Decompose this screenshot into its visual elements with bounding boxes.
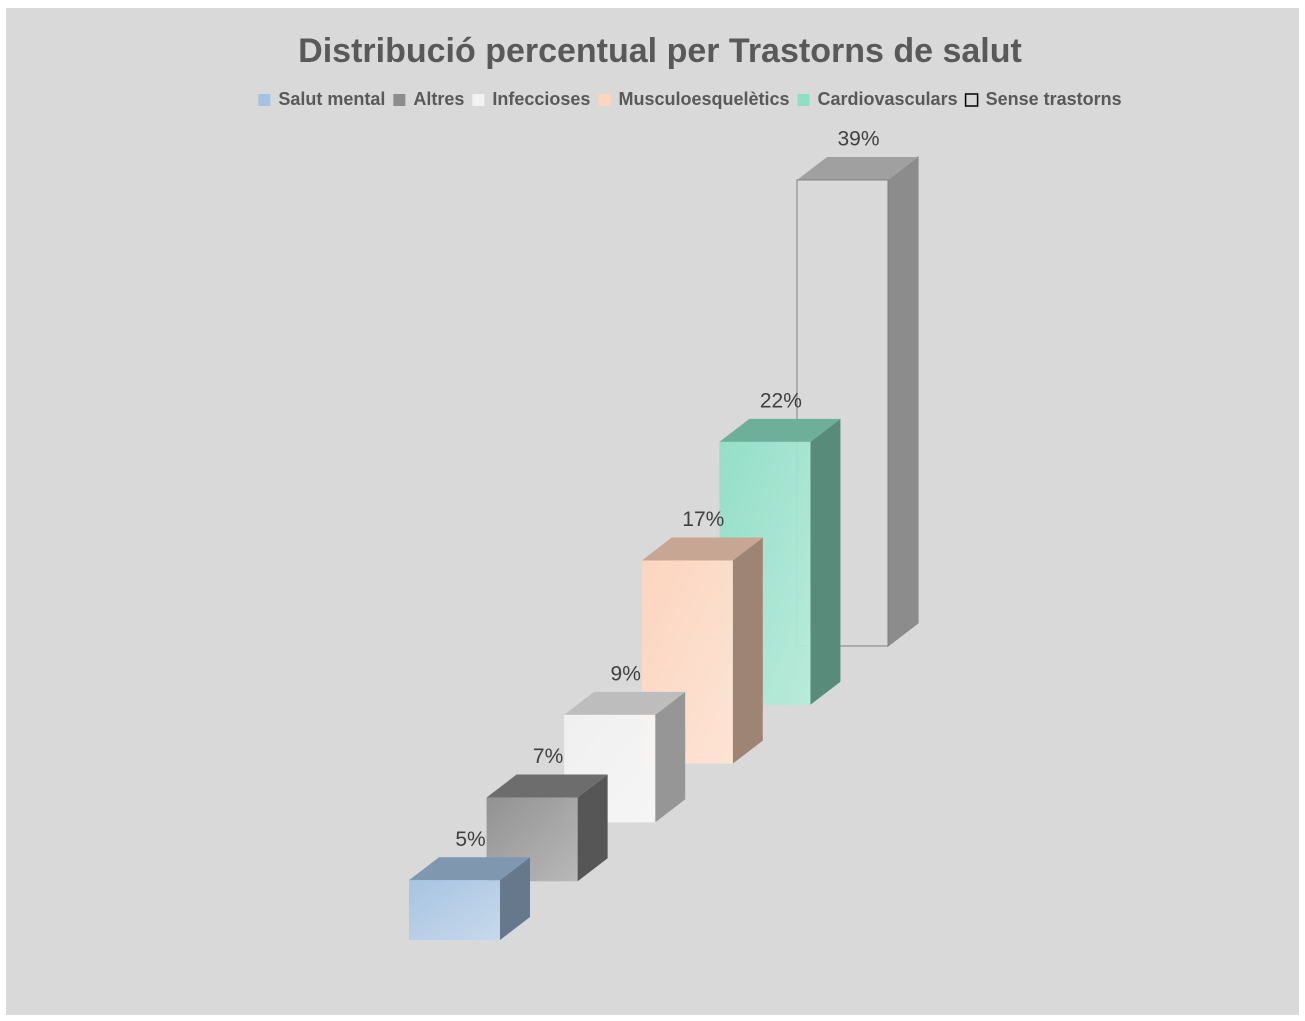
bar-side (732, 537, 763, 764)
legend-label: Altres (413, 89, 464, 109)
bar-side (577, 774, 608, 882)
bar-side-shade (577, 774, 608, 882)
legend-marker (598, 94, 611, 106)
bar-side-shade (655, 691, 686, 823)
bar-top-shade (797, 156, 918, 180)
legend-label: Cardiovasculars (818, 89, 958, 109)
data-label: 7% (533, 745, 563, 768)
data-label: 5% (455, 828, 485, 851)
bar-top-shade (719, 418, 841, 442)
bar-side-shade (500, 857, 530, 940)
chart-background (6, 8, 1299, 1015)
bar-side-shade (732, 537, 763, 764)
bar-top (641, 537, 763, 561)
data-label: 9% (611, 662, 641, 685)
legend-marker (393, 94, 406, 106)
legend-marker (258, 94, 271, 106)
chart-title: Distribució percentual per Trastorns de … (298, 32, 1022, 70)
legend-marker (797, 94, 810, 106)
bar-top-shade (409, 857, 530, 881)
bar-side-shade (810, 418, 841, 705)
bar (796, 179, 889, 647)
bar-side (810, 418, 841, 705)
bar-side-shade (888, 156, 918, 646)
legend-marker (472, 94, 485, 106)
bar-top (409, 857, 530, 881)
legend-label: Salut mental (278, 89, 385, 109)
bar-side (655, 691, 686, 823)
data-label: 17% (682, 508, 724, 531)
bar-top (486, 774, 608, 798)
bar-top-shade (641, 537, 763, 561)
legend-marker (964, 93, 979, 107)
data-label: 22% (760, 389, 802, 412)
bar-shine (409, 880, 500, 940)
bar-side (500, 857, 530, 940)
legend-label: Infeccioses (492, 89, 590, 109)
legend-label: Sense trastorns (986, 89, 1122, 109)
bar-top-shade (486, 774, 608, 798)
bar-top (564, 691, 686, 715)
bar-top (719, 418, 841, 442)
legend-label: Musculoesquelètics (618, 89, 789, 109)
data-label: 39% (837, 127, 879, 150)
bar-top-shade (564, 691, 686, 715)
